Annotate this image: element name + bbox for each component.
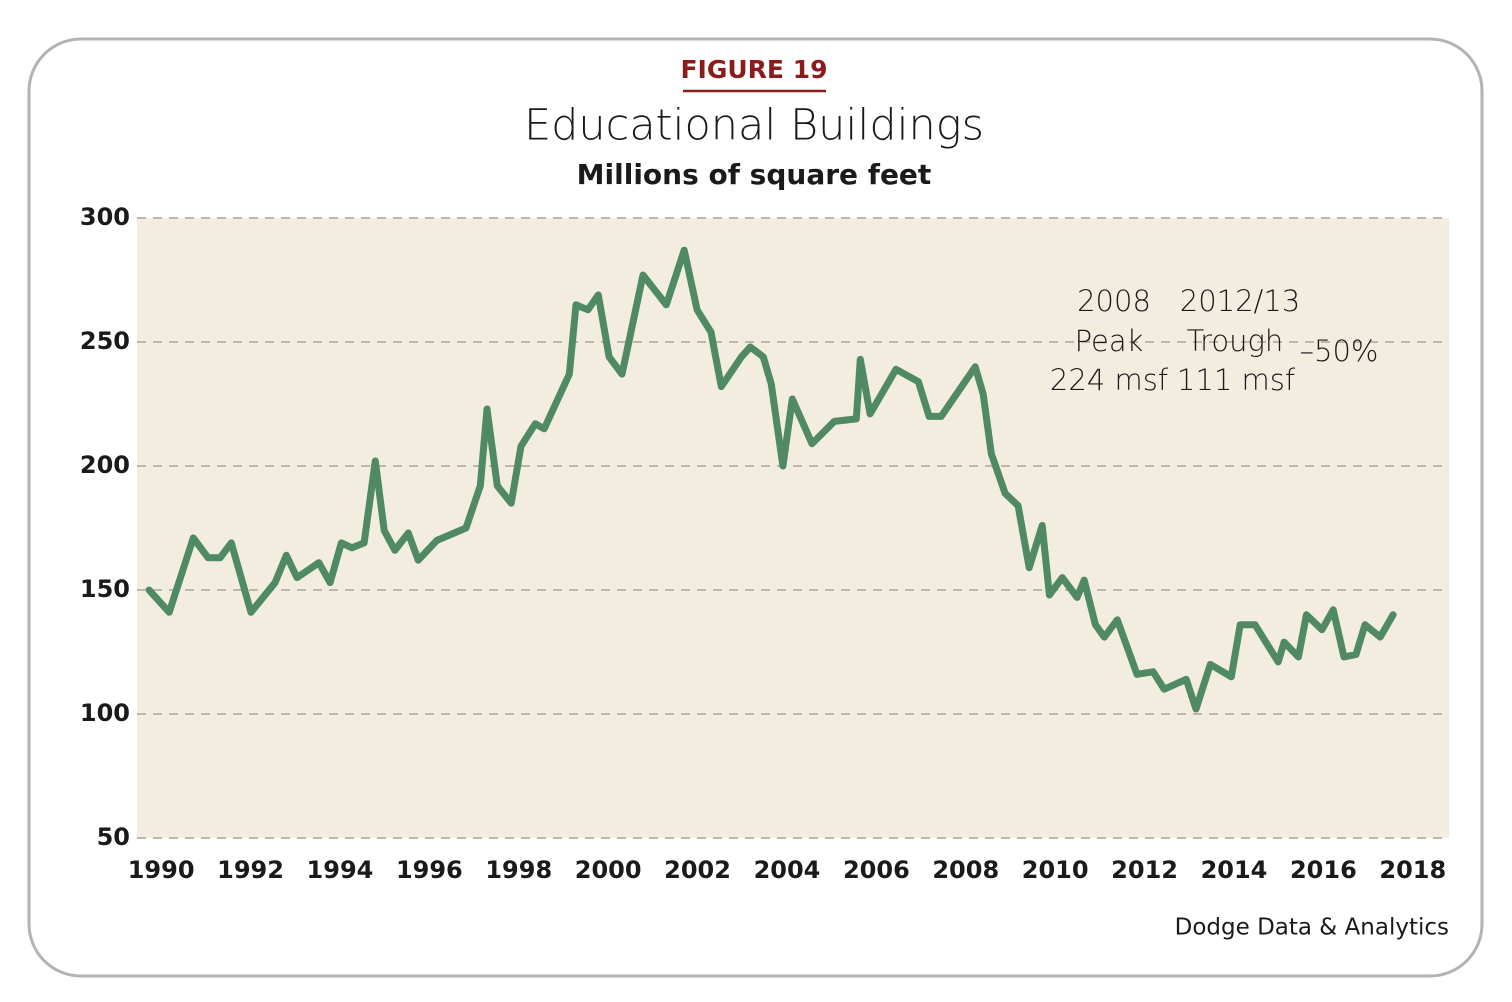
x-tick-label: 2012: [1111, 856, 1178, 884]
figure-label: FIGURE 19: [680, 55, 827, 84]
annotation: Trough: [1187, 324, 1284, 358]
x-tick-label: 2006: [843, 856, 910, 884]
data-line: [145, 246, 1397, 713]
annotation: 224 msf: [1050, 363, 1169, 397]
x-tick-label: 1998: [485, 856, 552, 884]
annotation: –50%: [1300, 334, 1379, 368]
y-tick-label: 150: [80, 575, 130, 603]
annotation: 111 msf: [1177, 363, 1296, 397]
annotation: Peak: [1075, 324, 1144, 358]
annotation: 2008: [1077, 284, 1151, 318]
plot-background: [137, 218, 1449, 838]
x-tick-label: 2004: [754, 856, 821, 884]
y-tick-label: 250: [80, 327, 130, 355]
x-tick-label: 2018: [1379, 856, 1446, 884]
x-tick-label: 2008: [932, 856, 999, 884]
y-tick-label: 50: [97, 823, 130, 851]
source: Dodge Data & Analytics: [1175, 915, 1449, 941]
x-tick-label: 2000: [575, 856, 642, 884]
x-tick-label: 1990: [128, 856, 195, 884]
x-tick-label: 1992: [217, 856, 284, 884]
y-tick-label: 100: [80, 699, 130, 727]
y-tick-label: 300: [80, 203, 130, 231]
x-tick-label: 2014: [1201, 856, 1268, 884]
annotation: 2012/13: [1180, 284, 1300, 318]
chart-title: Educational Buildings: [524, 101, 984, 151]
x-tick-label: 2010: [1022, 856, 1089, 884]
x-tick-label: 1994: [307, 856, 374, 884]
chart-subtitle: Millions of square feet: [577, 158, 932, 191]
x-tick-label: 2016: [1290, 856, 1357, 884]
x-tick-label: 2002: [664, 856, 731, 884]
x-tick-label: 1996: [396, 856, 463, 884]
y-tick-label: 200: [80, 451, 130, 479]
